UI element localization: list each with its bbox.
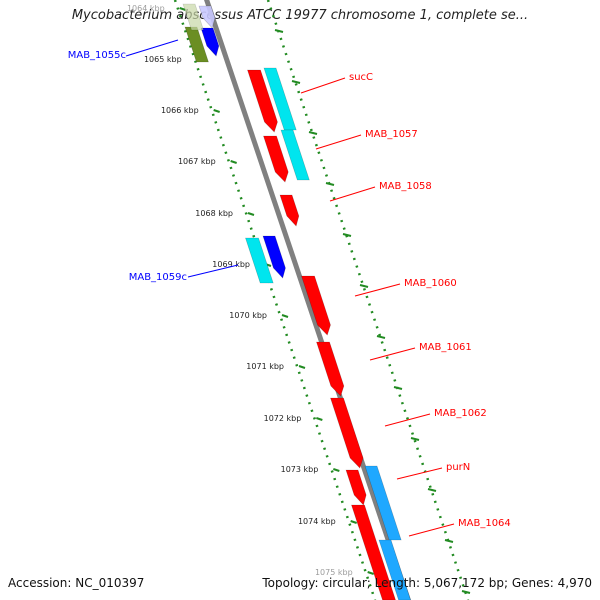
cds-feature	[364, 465, 402, 541]
scale-tick	[316, 417, 323, 421]
scale-tick	[427, 488, 437, 492]
gene-label: MAB_1055c	[68, 50, 126, 61]
gene-feature	[330, 397, 364, 469]
cds-feature	[245, 237, 274, 284]
gene-label: MAB_1064	[458, 518, 511, 529]
gene-label-leader	[354, 283, 401, 297]
scale-tick	[376, 335, 386, 339]
scale-tick	[274, 29, 284, 33]
scale-tick	[359, 284, 369, 288]
gene-feature	[198, 5, 216, 29]
scale-tick	[230, 160, 237, 164]
gene-feature	[262, 235, 286, 279]
gene-label: MAB_1058	[379, 181, 432, 192]
gene-label-leader	[315, 134, 362, 150]
gene-label-leader	[408, 523, 455, 537]
gene-feature	[200, 27, 220, 57]
scale-label: 1069 kbp	[212, 260, 250, 269]
genome-summary: Topology: circular; Length: 5,067,172 bp…	[262, 576, 592, 590]
scale-label: 1073 kbp	[281, 465, 319, 474]
gene-label: MAB_1060	[404, 278, 457, 289]
gene-label: MAB_1059c	[129, 272, 187, 283]
gene-label-leader	[384, 413, 431, 427]
scale-tick	[325, 182, 335, 186]
gene-label-leader	[187, 264, 239, 278]
scale-label: 1065 kbp	[144, 55, 182, 64]
scale-label: 1075 kbp	[315, 568, 353, 577]
scale-label: 1067 kbp	[178, 157, 216, 166]
scale-tick	[367, 571, 374, 575]
scale-tick	[333, 468, 340, 472]
gene-label: MAB_1062	[434, 408, 487, 419]
scale-tick	[291, 80, 301, 84]
gene-feature	[345, 469, 367, 506]
gene-label-leader	[329, 186, 376, 202]
rrna-feature	[182, 3, 204, 31]
gene-feature	[263, 135, 289, 183]
scale-tick	[281, 314, 289, 318]
gene-label: sucC	[349, 72, 373, 83]
scale-rail-inner	[173, 0, 377, 600]
scale-tick	[247, 212, 255, 216]
cds-feature	[263, 67, 297, 131]
scale-label: 1071 kbp	[246, 362, 284, 371]
scale-tick	[410, 437, 420, 441]
accession-label: Accession: NC_010397	[8, 576, 145, 590]
scale-tick	[179, 7, 186, 11]
cds-feature	[280, 129, 310, 181]
gene-feature	[301, 275, 331, 336]
gene-label: MAB_1061	[419, 342, 472, 353]
scale-label: 1066 kbp	[161, 106, 199, 115]
gene-label-leader	[125, 39, 179, 57]
gene-label-leader	[396, 467, 443, 480]
scale-tick	[342, 233, 352, 237]
scale-tick	[350, 520, 357, 524]
scale-label: 1070 kbp	[229, 311, 267, 320]
scale-label: 1068 kbp	[195, 209, 233, 218]
gene-feature	[247, 69, 278, 133]
gene-feature	[279, 194, 300, 227]
scale-tick	[444, 539, 454, 543]
scale-tick	[213, 109, 220, 113]
scale-tick	[461, 590, 471, 594]
gene-label-leader	[300, 77, 346, 94]
scale-rail-outer	[266, 0, 470, 600]
scale-label: 1072 kbp	[264, 414, 302, 423]
gene-feature	[351, 504, 396, 600]
scale-label: 1064 kbp	[127, 4, 165, 13]
scale-tick	[298, 365, 306, 369]
gene-label: MAB_1057	[365, 129, 418, 140]
gene-label-leader	[369, 347, 416, 361]
backbone	[204, 0, 411, 600]
scale-tick	[308, 131, 318, 135]
scale-tick	[393, 386, 403, 390]
cds-feature	[378, 539, 411, 600]
gene-label: purN	[446, 462, 470, 473]
scale-label: 1074 kbp	[298, 517, 336, 526]
gene-feature	[316, 341, 345, 397]
